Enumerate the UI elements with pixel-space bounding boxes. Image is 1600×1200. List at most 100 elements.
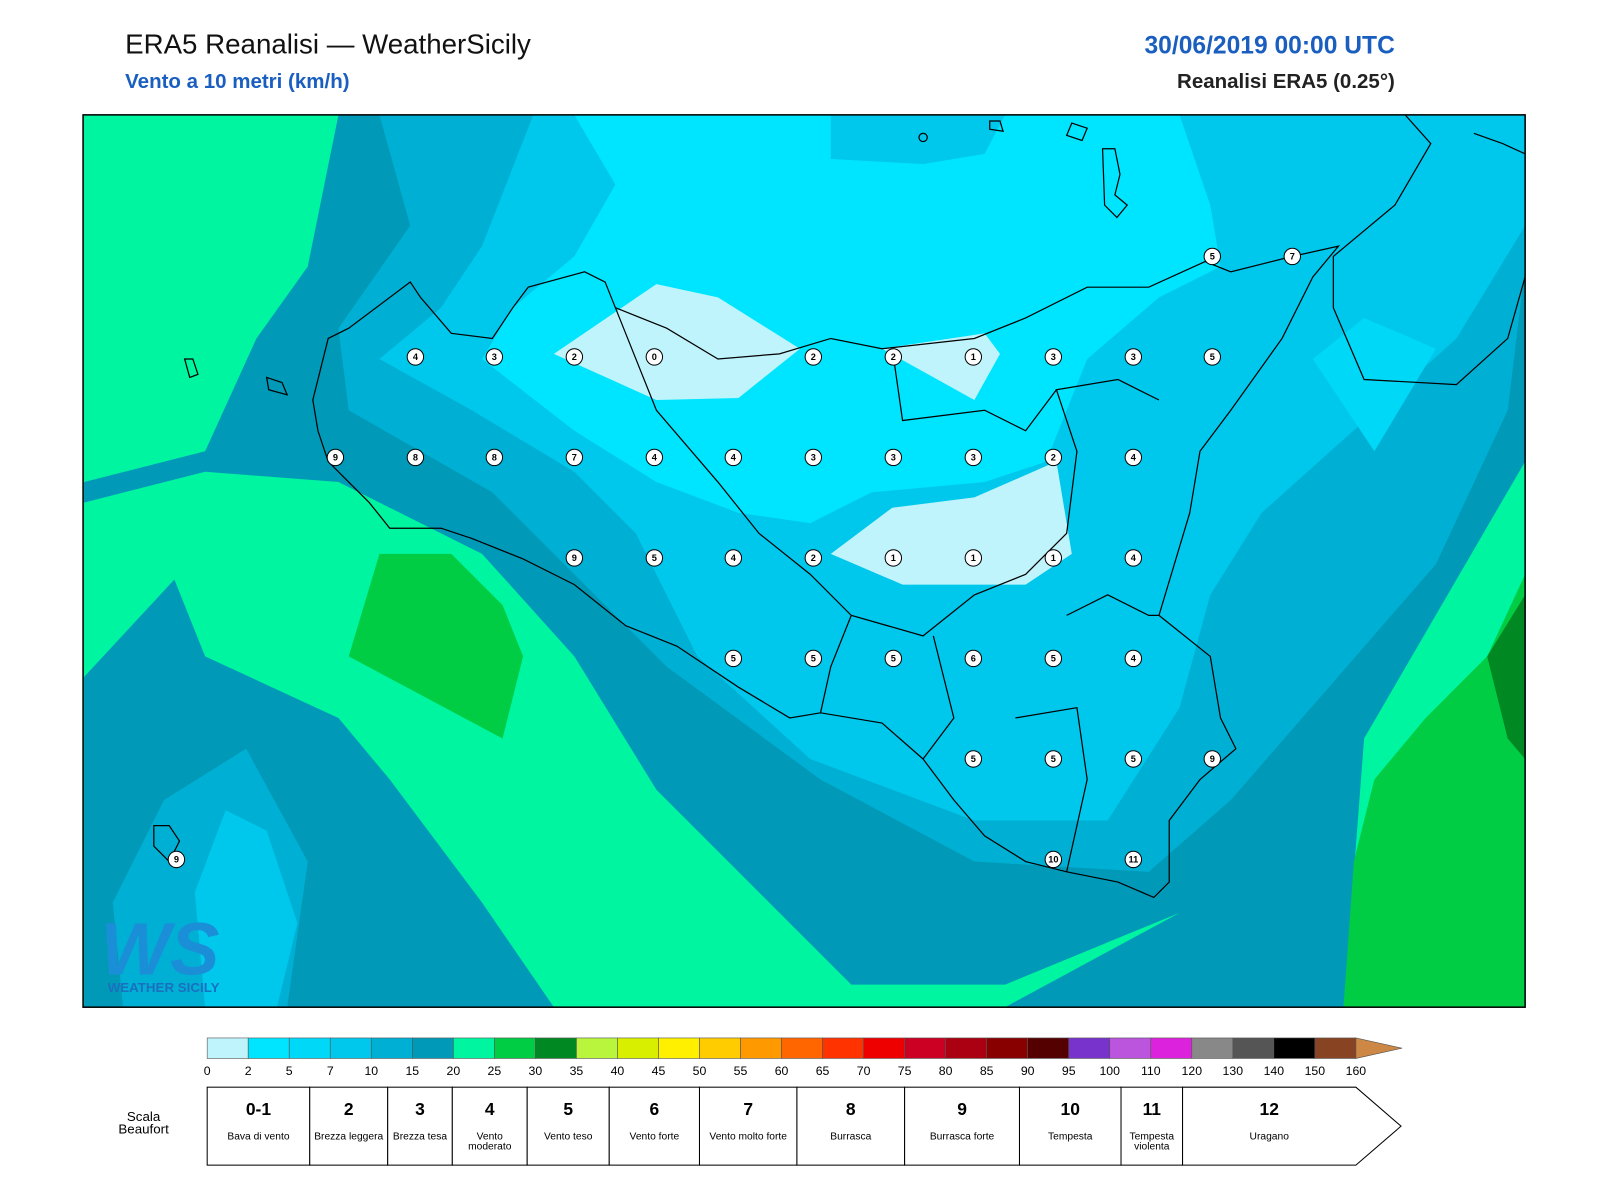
colorbar-tick-label: 35	[570, 1064, 584, 1078]
color-swatch	[945, 1037, 987, 1059]
beaufort-text: Tempesta violenta	[1129, 1132, 1175, 1153]
color-swatch	[1273, 1037, 1316, 1059]
contour	[194, 810, 298, 1008]
station-value: 5	[652, 553, 657, 563]
colorbar-tick-label: 50	[693, 1064, 707, 1078]
label-box: Brezza tesa	[392, 1132, 448, 1143]
station-marker	[485, 348, 504, 366]
label-box: Vento forte	[629, 1132, 680, 1143]
beaufort-cell	[1018, 1086, 1122, 1166]
colorbar-tick-label: 30	[529, 1064, 543, 1078]
date: 30/06/2019 00:00 UTC	[1144, 32, 1395, 59]
station-value: 11	[1128, 854, 1138, 864]
beaufort-cell	[1182, 1086, 1402, 1166]
beaufort-cell	[451, 1086, 528, 1166]
label-box: Vento teso	[543, 1132, 593, 1143]
colorbar-tick-label: 7	[327, 1064, 334, 1078]
station-value: 5	[1051, 754, 1056, 764]
label-box: Burrasca forte	[929, 1132, 995, 1143]
station-marker	[964, 549, 983, 567]
label-box: Burrasca	[830, 1132, 872, 1143]
color-swatch	[206, 1037, 249, 1059]
beaufort-force: 12	[1260, 1099, 1279, 1119]
beaufort-force: 2	[344, 1099, 354, 1119]
beaufort-cell	[206, 1086, 311, 1166]
station-marker	[485, 448, 504, 467]
station-value: 9	[174, 854, 179, 864]
contour	[1343, 574, 1526, 1008]
station-value: 3	[971, 452, 976, 462]
beaufort-text: Tempesta	[1048, 1132, 1093, 1143]
station-value: 1	[971, 553, 976, 563]
color-swatch	[617, 1037, 659, 1059]
beaufort-text: Brezza leggera	[314, 1132, 384, 1143]
beaufort-force: 10	[1061, 1099, 1080, 1119]
colorbar-tick-label: 2	[245, 1064, 252, 1078]
station-value: 8	[413, 452, 418, 462]
station-value: 5	[731, 653, 736, 663]
beaufort-text: Brezza tesa	[392, 1132, 448, 1143]
station-value: 4	[1131, 653, 1137, 663]
color-swatch	[986, 1037, 1028, 1059]
station-marker	[804, 549, 823, 567]
label-box: Brezza leggera	[314, 1132, 384, 1143]
color-swatch	[453, 1037, 495, 1059]
color-swatch	[1191, 1037, 1234, 1059]
station-value: 8	[492, 452, 497, 462]
station-marker	[565, 549, 584, 567]
map-frame	[82, 114, 1526, 1008]
station-marker	[645, 448, 664, 467]
station-marker	[884, 348, 903, 366]
station-marker	[1124, 750, 1143, 768]
station-value: 5	[1210, 352, 1215, 362]
colorbar-tick-label: 90	[1021, 1064, 1035, 1078]
colorbar-tick-label: 85	[980, 1064, 994, 1078]
contour	[482, 114, 1221, 524]
beaufort-text: Vento moderato	[468, 1132, 512, 1153]
beaufort-scale: Scala Beaufort 0-1 Bava di vento 2 Brezza le…	[118, 1086, 1402, 1166]
color-swatch	[370, 1037, 413, 1059]
beaufort-force: 6	[650, 1099, 660, 1119]
station-marker	[1124, 649, 1143, 668]
station-marker	[1044, 649, 1063, 668]
station-marker	[724, 549, 743, 567]
station-marker	[724, 649, 743, 668]
station-value: 1	[1051, 553, 1056, 563]
beaufort-text: Burrasca	[830, 1132, 872, 1143]
beaufort-force: 9	[957, 1099, 967, 1119]
beaufort-text: Vento forte	[629, 1132, 680, 1143]
beaufort-text: Burrasca forte	[929, 1132, 995, 1143]
station-marker	[1124, 348, 1143, 366]
station-value: 5	[971, 754, 976, 764]
station-marker	[1124, 448, 1143, 467]
station-value: 2	[811, 352, 816, 362]
beaufort-text: Vento teso	[543, 1132, 593, 1143]
label-box: Bava di vento	[227, 1132, 290, 1143]
station-marker	[1044, 850, 1063, 869]
station-marker	[1044, 549, 1063, 567]
station-marker	[724, 448, 743, 467]
beaufort-cell	[904, 1086, 1020, 1166]
station-value: 5	[1131, 754, 1136, 764]
colorbar-tick-label: 55	[734, 1064, 748, 1078]
station-marker	[1283, 247, 1302, 266]
beaufort-cell	[608, 1086, 700, 1166]
station-marker	[406, 448, 425, 467]
station-marker	[645, 549, 664, 567]
beaufort-cell	[796, 1086, 906, 1166]
beaufort-text: Vento molto forte	[709, 1132, 787, 1143]
map: 4 3 2 0 2 2 1 3 3 59 8 8 7 4 4 3 3 3 2 49 5 4 2 1 1 1 45 5 5 6 5 45 5 5 91…	[83, 114, 1526, 1008]
color-swatch	[1232, 1037, 1275, 1059]
color-swatch	[699, 1037, 741, 1059]
station-value: 2	[891, 352, 896, 362]
station-marker	[565, 348, 584, 366]
station-marker	[964, 649, 983, 668]
colorbar-tick-label: 95	[1062, 1064, 1076, 1078]
beaufort-text: Bava di vento	[227, 1132, 290, 1143]
contour	[1487, 594, 1526, 759]
color-swatch	[329, 1037, 372, 1059]
label-box: Vento molto forte	[709, 1132, 787, 1143]
colorbar-tick-label: 45	[652, 1064, 666, 1078]
station-marker	[167, 850, 186, 869]
